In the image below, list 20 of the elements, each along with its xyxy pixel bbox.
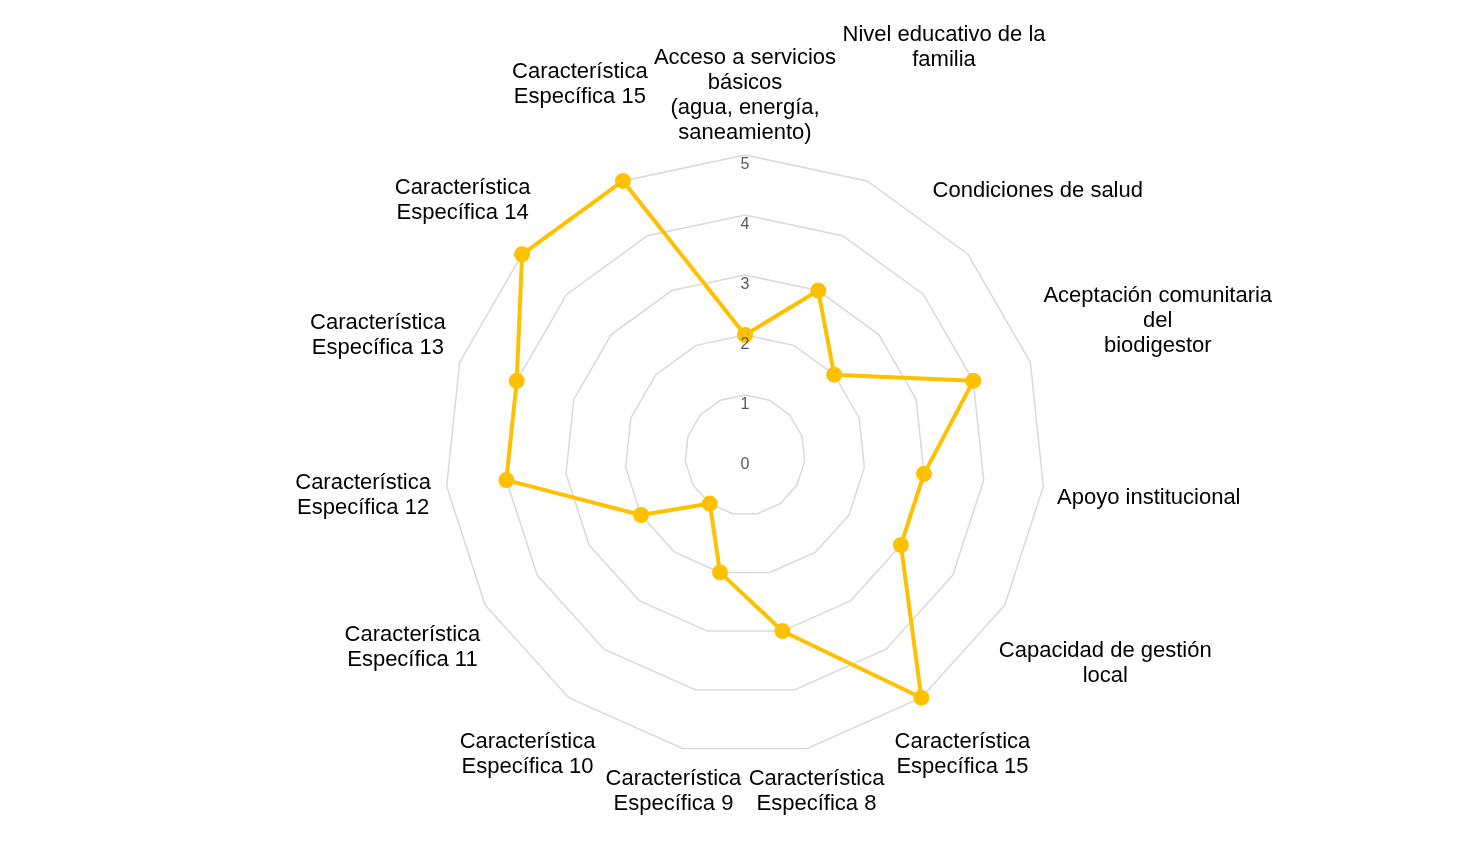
y-tick-label: 4 — [740, 215, 750, 233]
spoke-label: Apoyo institucional — [1057, 483, 1241, 509]
spoke-label: Característica Específica 15 — [512, 57, 649, 108]
spoke-label: Característica Específica 10 — [459, 727, 597, 778]
spoke-label: Aceptación comunitaria del biodigestor — [1043, 281, 1273, 357]
y-tick-label: 3 — [740, 275, 750, 293]
spoke-label: Característica Específica 13 — [310, 309, 447, 360]
spoke-label: Acceso a servicios básicos (agua, energía, saneamiento) — [653, 43, 837, 144]
y-tick-label: 1 — [740, 395, 750, 413]
spoke-label: Característica Específica 8 — [748, 765, 886, 816]
spoke-label: Característica Específica 12 — [295, 468, 432, 519]
spoke-label: Característica Específica 9 — [605, 765, 743, 816]
spoke-label: Nivel educativo de la familia — [842, 20, 1047, 71]
spoke-label: Condiciones de salud — [932, 177, 1143, 203]
spoke-label: Característica Específica 15 — [894, 727, 1032, 778]
y-tick-label: 0 — [740, 455, 750, 473]
spoke-label: Característica Específica 11 — [344, 620, 482, 671]
spoke-label: Capacidad de gestión local — [998, 636, 1212, 687]
y-tick-label: 5 — [740, 155, 750, 173]
spoke-label: Característica Específica 14 — [394, 174, 532, 225]
